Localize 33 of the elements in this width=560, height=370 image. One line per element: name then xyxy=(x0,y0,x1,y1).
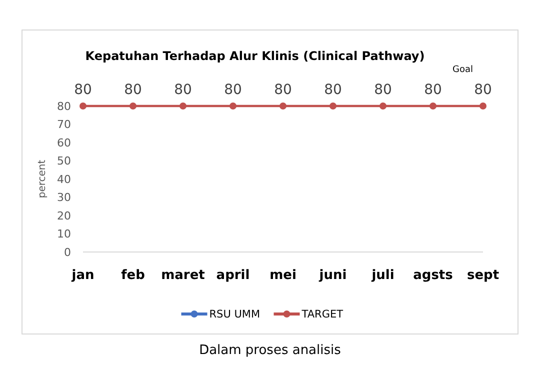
text: Dalam proses analisis xyxy=(199,343,342,358)
y-axis-title: percent xyxy=(37,160,48,198)
y-tick-label: 70 xyxy=(57,118,71,132)
data-label: 80 xyxy=(474,82,492,98)
y-tick-label: 20 xyxy=(57,209,71,222)
y-tick-label: 30 xyxy=(57,191,71,204)
data-label: 80 xyxy=(174,82,192,98)
x-tick-label: juni xyxy=(318,268,347,283)
legend-label: RSU UMM xyxy=(209,308,260,321)
x-tick-label: april xyxy=(216,268,250,283)
y-tick-label: 50 xyxy=(57,154,71,168)
x-tick-label: maret xyxy=(161,268,205,283)
data-label: 80 xyxy=(324,82,342,98)
data-label: 80 xyxy=(124,82,142,98)
data-label: 80 xyxy=(74,82,92,98)
y-tick-label: 10 xyxy=(57,228,71,241)
y-tick-label: 0 xyxy=(64,246,71,259)
x-tick-label: sept xyxy=(466,268,500,283)
x-tick-label: juli xyxy=(370,268,394,283)
data-label: 80 xyxy=(374,82,392,98)
x-tick-label: feb xyxy=(121,268,145,283)
x-tick-label: agsts xyxy=(413,268,454,283)
data-label: 80 xyxy=(224,82,242,98)
y-tick-label: 60 xyxy=(57,136,71,150)
x-tick-label: mei xyxy=(270,268,296,283)
legend-label: TARGET xyxy=(300,308,344,321)
x-tick-label: jan xyxy=(70,268,94,283)
y-tick-label: 80 xyxy=(57,100,71,113)
chart-title: Kepatuhan Terhadap Alur Klinis (Clinical Pathway) xyxy=(85,49,425,63)
data-label: 80 xyxy=(274,82,292,98)
text: Goal xyxy=(452,65,473,75)
y-tick-label: 40 xyxy=(57,172,71,186)
data-label: 80 xyxy=(424,82,442,98)
